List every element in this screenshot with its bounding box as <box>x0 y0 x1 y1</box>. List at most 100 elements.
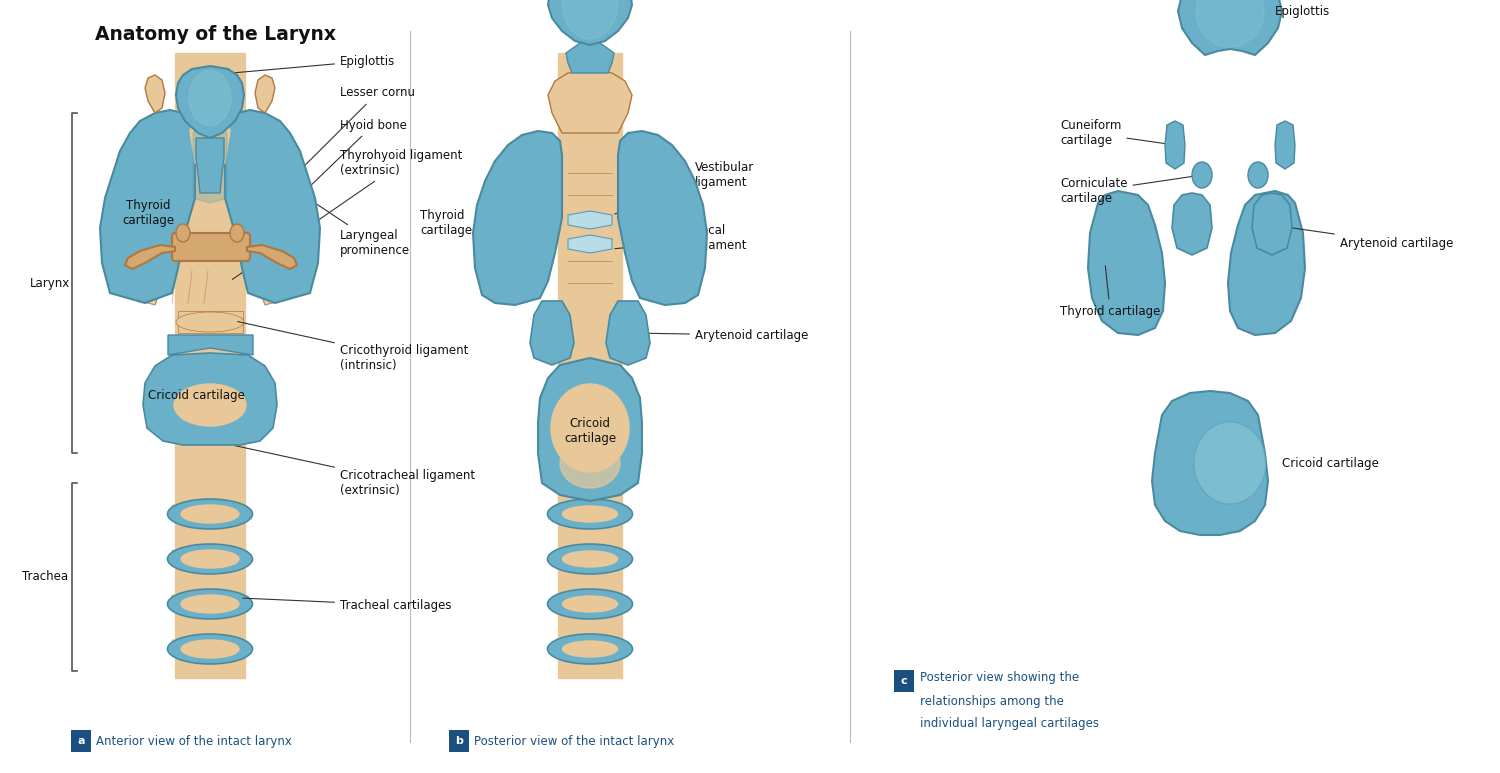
Text: Laryngeal
prominence: Laryngeal prominence <box>231 147 410 257</box>
Polygon shape <box>176 66 244 138</box>
Text: c: c <box>900 676 908 686</box>
Ellipse shape <box>1192 162 1212 188</box>
Text: Arytenoid cartilage: Arytenoid cartilage <box>1275 226 1454 250</box>
Polygon shape <box>178 311 243 333</box>
Ellipse shape <box>182 640 238 658</box>
Polygon shape <box>472 131 562 305</box>
Text: Thyrohyoid ligament
(extrinsic): Thyrohyoid ligament (extrinsic) <box>232 149 462 279</box>
Polygon shape <box>142 353 278 445</box>
Ellipse shape <box>560 438 620 488</box>
Text: Posterior view showing the: Posterior view showing the <box>920 672 1078 685</box>
FancyBboxPatch shape <box>448 730 470 752</box>
Text: Cricoid cartilage: Cricoid cartilage <box>1282 457 1378 469</box>
Polygon shape <box>196 138 223 193</box>
Ellipse shape <box>182 505 238 523</box>
Polygon shape <box>248 245 297 269</box>
Text: b: b <box>454 736 464 746</box>
FancyBboxPatch shape <box>70 730 92 752</box>
Text: a: a <box>78 736 84 746</box>
Polygon shape <box>558 53 622 678</box>
Polygon shape <box>176 53 244 678</box>
Ellipse shape <box>562 551 618 567</box>
Text: individual laryngeal cartilages: individual laryngeal cartilages <box>920 717 1100 730</box>
Polygon shape <box>1166 121 1185 169</box>
Ellipse shape <box>230 224 244 242</box>
Ellipse shape <box>562 596 618 612</box>
Polygon shape <box>190 108 230 168</box>
Ellipse shape <box>189 70 231 125</box>
Polygon shape <box>538 358 642 501</box>
FancyBboxPatch shape <box>172 233 250 261</box>
Ellipse shape <box>562 641 618 657</box>
Text: Cricoid cartilage: Cricoid cartilage <box>148 389 244 401</box>
Text: Vocal
ligament: Vocal ligament <box>615 224 747 252</box>
Polygon shape <box>194 121 226 203</box>
Text: Epiglottis: Epiglottis <box>236 55 396 73</box>
Ellipse shape <box>182 595 238 613</box>
Text: Trachea: Trachea <box>22 570 68 584</box>
Polygon shape <box>566 41 614 73</box>
Text: Corniculate
cartilage: Corniculate cartilage <box>1060 175 1200 205</box>
Text: Posterior view of the intact larynx: Posterior view of the intact larynx <box>474 734 675 747</box>
Text: relationships among the: relationships among the <box>920 694 1064 707</box>
Ellipse shape <box>1248 162 1268 188</box>
Ellipse shape <box>548 589 633 619</box>
Ellipse shape <box>562 0 618 39</box>
Polygon shape <box>1252 193 1292 255</box>
Polygon shape <box>568 211 612 229</box>
Ellipse shape <box>548 544 633 574</box>
Text: Vestibular
ligament: Vestibular ligament <box>615 161 754 214</box>
Text: Cuneiform
cartilage: Cuneiform cartilage <box>1060 119 1172 147</box>
FancyBboxPatch shape <box>172 640 246 656</box>
Text: Thyroid cartilage: Thyroid cartilage <box>1060 266 1161 318</box>
Ellipse shape <box>168 634 252 664</box>
Text: Lesser cornu: Lesser cornu <box>238 87 416 231</box>
Text: Cricotracheal ligament
(extrinsic): Cricotracheal ligament (extrinsic) <box>234 445 476 497</box>
Ellipse shape <box>168 499 252 529</box>
Polygon shape <box>168 335 254 355</box>
Polygon shape <box>606 301 650 365</box>
Text: Tracheal cartilages: Tracheal cartilages <box>243 598 452 611</box>
Text: Arytenoid cartilage: Arytenoid cartilage <box>632 329 809 342</box>
Text: Anatomy of the Larynx: Anatomy of the Larynx <box>94 25 336 44</box>
Text: Epiglottis: Epiglottis <box>1275 5 1330 18</box>
Polygon shape <box>255 271 310 305</box>
Polygon shape <box>124 245 176 269</box>
Ellipse shape <box>168 589 252 619</box>
Ellipse shape <box>168 544 252 574</box>
Text: Cricoid
cartilage: Cricoid cartilage <box>564 417 616 445</box>
Polygon shape <box>1088 191 1166 335</box>
Ellipse shape <box>176 224 190 242</box>
Ellipse shape <box>174 384 246 426</box>
Text: Anterior view of the intact larynx: Anterior view of the intact larynx <box>96 734 292 747</box>
Polygon shape <box>1152 391 1268 535</box>
Polygon shape <box>255 75 274 113</box>
Polygon shape <box>1275 121 1294 169</box>
Text: Larynx: Larynx <box>30 277 70 290</box>
Polygon shape <box>618 131 706 305</box>
Ellipse shape <box>1194 422 1266 504</box>
Text: Thyroid
cartilage: Thyroid cartilage <box>420 209 478 237</box>
FancyBboxPatch shape <box>172 505 246 521</box>
FancyBboxPatch shape <box>894 670 914 692</box>
Text: Hyoid bone: Hyoid bone <box>249 118 406 245</box>
Ellipse shape <box>548 634 633 664</box>
Polygon shape <box>530 301 574 365</box>
FancyBboxPatch shape <box>172 595 246 611</box>
Polygon shape <box>568 235 612 253</box>
Polygon shape <box>1172 193 1212 255</box>
Ellipse shape <box>548 499 633 529</box>
Polygon shape <box>100 110 195 303</box>
Polygon shape <box>146 75 165 113</box>
Ellipse shape <box>182 550 238 568</box>
Ellipse shape <box>562 506 618 522</box>
Polygon shape <box>548 0 632 45</box>
Polygon shape <box>562 133 618 305</box>
Polygon shape <box>225 110 320 303</box>
Polygon shape <box>1178 0 1282 55</box>
Polygon shape <box>110 271 165 305</box>
Ellipse shape <box>176 312 244 332</box>
Polygon shape <box>1228 191 1305 335</box>
Ellipse shape <box>550 384 628 472</box>
Polygon shape <box>548 70 632 133</box>
